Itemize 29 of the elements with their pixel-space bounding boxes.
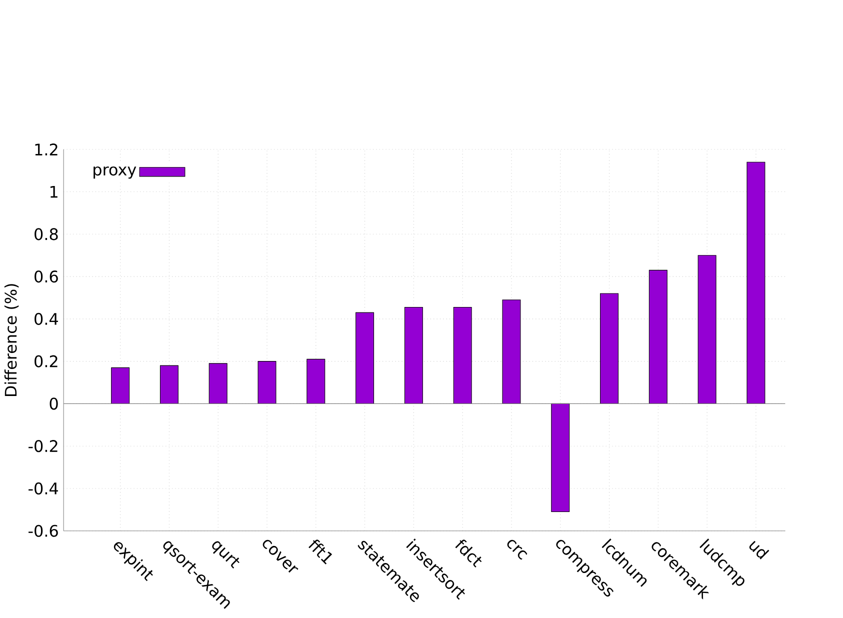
bar (746, 162, 766, 404)
bar (258, 360, 276, 404)
bar (453, 306, 472, 404)
y-tick-label: 0.8 (34, 228, 58, 240)
y-tick-label: 0.4 (34, 312, 58, 325)
y-axis-title: Difference (%) (4, 284, 19, 396)
legend-label: proxy (94, 166, 136, 178)
y-tick-label: 1.2 (35, 143, 58, 156)
y-tick-label: -0.4 (28, 482, 58, 494)
bar (111, 367, 130, 404)
y-tick-label: 1 (50, 186, 58, 198)
x-tick-label: ud (749, 540, 770, 560)
bar (648, 270, 668, 404)
y-tick-label: -0.2 (28, 440, 58, 452)
y-tick-label: 0.6 (34, 270, 58, 282)
bar (502, 299, 521, 404)
bar (306, 358, 326, 404)
bar (356, 312, 374, 404)
y-tick-label: 0 (50, 397, 58, 410)
y-tick-label: 0.2 (34, 355, 58, 368)
x-tick-label: fft1 (308, 539, 332, 564)
bar (698, 254, 716, 404)
bar (551, 403, 570, 512)
bar (208, 362, 228, 404)
y-tick-label: -0.6 (28, 524, 58, 537)
bar (404, 306, 423, 404)
bar (160, 365, 178, 404)
x-tick-label: crc (507, 540, 528, 560)
bar (600, 293, 618, 404)
